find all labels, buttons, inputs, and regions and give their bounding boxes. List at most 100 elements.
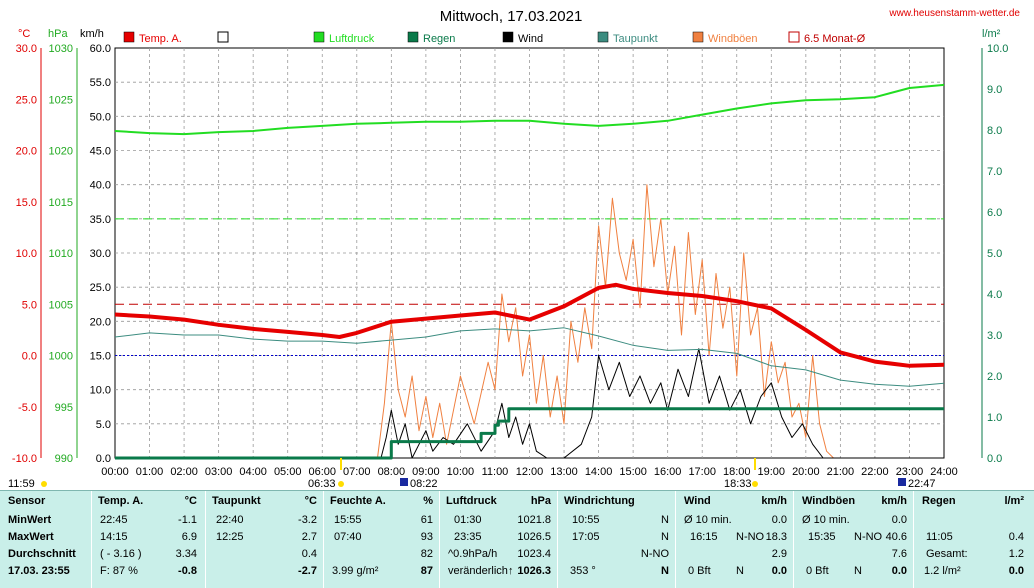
wind-max-time: 16:15 — [690, 531, 718, 543]
press-unit-label: hPa — [48, 28, 68, 40]
hum-unit: % — [423, 495, 433, 507]
wind-min-time: Ø 10 min. — [684, 514, 732, 526]
wind-tick-label: 45.0 — [90, 146, 111, 158]
wind-current: 0.0 — [772, 565, 787, 577]
press-column: Luftdruck hPa 01:30 1021.8 23:35 1026.5 … — [440, 491, 558, 588]
chart-title: Mittwoch, 17.03.2021 — [440, 8, 583, 25]
rain-unit-label: l/m² — [982, 28, 1001, 40]
noon-mark: 18:33 — [724, 478, 752, 490]
site-link[interactable]: www.heusenstamm-wetter.de — [888, 8, 1020, 19]
hour-tick-label: 00:00 — [101, 466, 129, 478]
temp-header: Temp. A. — [98, 495, 143, 507]
moonset-mark: 22:47 — [908, 478, 936, 490]
press-trend: ^0.9hPa/h — [448, 548, 497, 560]
rain-tick-label: 10.0 — [987, 43, 1008, 55]
wind-tick-label: 20.0 — [90, 316, 111, 328]
hour-tick-label: 09:00 — [412, 466, 440, 478]
rain-tick-label: 2.0 — [987, 371, 1002, 383]
press-tick-label: 1030 — [49, 43, 73, 55]
legend-swatch — [314, 32, 324, 42]
hour-tick-label: 13:00 — [550, 466, 578, 478]
moonset-icon — [898, 478, 906, 486]
wind-current-dir: N — [736, 565, 744, 577]
hour-tick-label: 02:00 — [170, 466, 198, 478]
temp-unit-label: °C — [18, 28, 30, 40]
legend-label: Wind — [518, 33, 543, 45]
hour-tick-label: 12:00 — [516, 466, 544, 478]
moonrise-mark: 08:22 — [410, 478, 438, 490]
gust-avg: 7.6 — [892, 548, 907, 560]
temp-tick-label: 30.0 — [16, 43, 37, 55]
wind-tick-label: 10.0 — [90, 385, 111, 397]
rain-current-hint: 1.2 l/m² — [924, 565, 961, 577]
labels-column: Sensor MinWert MaxWert Durchschnitt 17.0… — [0, 491, 92, 588]
rain-tick-label: 6.0 — [987, 207, 1002, 219]
hour-tick-label: 04:00 — [239, 466, 267, 478]
wind-column: Wind km/h Ø 10 min. 0.0 16:15 N-NO 18.3 … — [676, 491, 794, 588]
wind-max-dir: N-NO — [736, 531, 764, 543]
temp-max: 6.9 — [182, 531, 197, 543]
gust-max-time: 15:35 — [808, 531, 836, 543]
press-tick-label: 1025 — [49, 94, 73, 106]
wind-tick-label: 35.0 — [90, 214, 111, 226]
dir-column: Windrichtung 10:55 N 17:05 N N-NO 353 ° … — [558, 491, 676, 588]
gust-max: 40.6 — [886, 531, 907, 543]
rain-tick-label: 1.0 — [987, 412, 1002, 424]
hour-tick-label: 20:00 — [792, 466, 820, 478]
press-unit: hPa — [531, 495, 551, 507]
dew-max-time: 12:25 — [216, 531, 244, 543]
press-tick-label: 1020 — [49, 146, 73, 158]
rain-tick-label: 7.0 — [987, 166, 1002, 178]
hour-tick-label: 16:00 — [654, 466, 682, 478]
stats-panel: Sensor MinWert MaxWert Durchschnitt 17.0… — [0, 490, 1034, 588]
legend-swatch — [124, 32, 134, 42]
wind-tick-label: 50.0 — [90, 111, 111, 123]
hour-tick-label: 15:00 — [619, 466, 647, 478]
hour-tick-label: 10:00 — [447, 466, 475, 478]
wind-header: Wind — [684, 495, 711, 507]
dir-current: N — [661, 565, 669, 577]
date-label: 17.03. 23:55 — [8, 565, 70, 577]
rain-total-label: Gesamt: — [926, 548, 968, 560]
moonrise-icon — [400, 478, 408, 486]
hour-tick-label: 07:00 — [343, 466, 371, 478]
dew-column: Taupunkt °C 22:40 -3.2 12:25 2.7 0.4 -2.… — [206, 491, 324, 588]
gust-current-dir: N — [854, 565, 862, 577]
legend-swatch — [598, 32, 608, 42]
temp-avg-hint: ( - 3.16 ) — [100, 548, 142, 560]
hum-current: 87 — [421, 565, 433, 577]
chart-grid — [115, 48, 944, 458]
press-trend-arrow: ↑ — [508, 565, 514, 577]
rain-max: 0.4 — [1009, 531, 1024, 543]
dew-max: 2.7 — [302, 531, 317, 543]
weather-chart: Mittwoch, 17.03.2021 www.heusenstamm-wet… — [0, 0, 1034, 490]
legend-swatch — [218, 32, 228, 42]
hour-tick-label: 19:00 — [758, 466, 786, 478]
temp-tick-label: 15.0 — [16, 197, 37, 209]
hour-tick-label: 24:00 — [930, 466, 958, 478]
press-max-time: 23:35 — [454, 531, 482, 543]
wind-unit: km/h — [761, 495, 787, 507]
hour-tick-label: 18:00 — [723, 466, 751, 478]
wind-unit-label: km/h — [80, 28, 104, 40]
temp-tick-label: 10.0 — [16, 248, 37, 260]
dir-min: N — [661, 514, 669, 526]
gust-bft: 0 Bft — [806, 565, 829, 577]
max-label: MaxWert — [8, 531, 54, 543]
press-tick-label: 1005 — [49, 299, 73, 311]
rain-current: 0.0 — [1009, 565, 1024, 577]
press-current-hint: veränderlich — [448, 565, 508, 577]
press-max: 1026.5 — [517, 531, 551, 543]
hour-tick-label: 17:00 — [688, 466, 716, 478]
gust-column: Windböen km/h Ø 10 min. 0.0 15:35 N-NO 4… — [794, 491, 914, 588]
hour-tick-label: 03:00 — [205, 466, 233, 478]
hour-tick-label: 22:00 — [861, 466, 889, 478]
temp-tick-label: 0.0 — [22, 351, 37, 363]
avg-label: Durchschnitt — [8, 548, 76, 560]
wind-min: 0.0 — [772, 514, 787, 526]
rain-total: 1.2 — [1009, 548, 1024, 560]
left-time-mark: 11:59 — [8, 478, 35, 490]
temp-tick-label: 5.0 — [22, 299, 37, 311]
wind-tick-label: 15.0 — [90, 351, 111, 363]
rain-column: Regen l/m² 11:05 0.4 Gesamt: 1.2 1.2 l/m… — [914, 491, 1034, 588]
